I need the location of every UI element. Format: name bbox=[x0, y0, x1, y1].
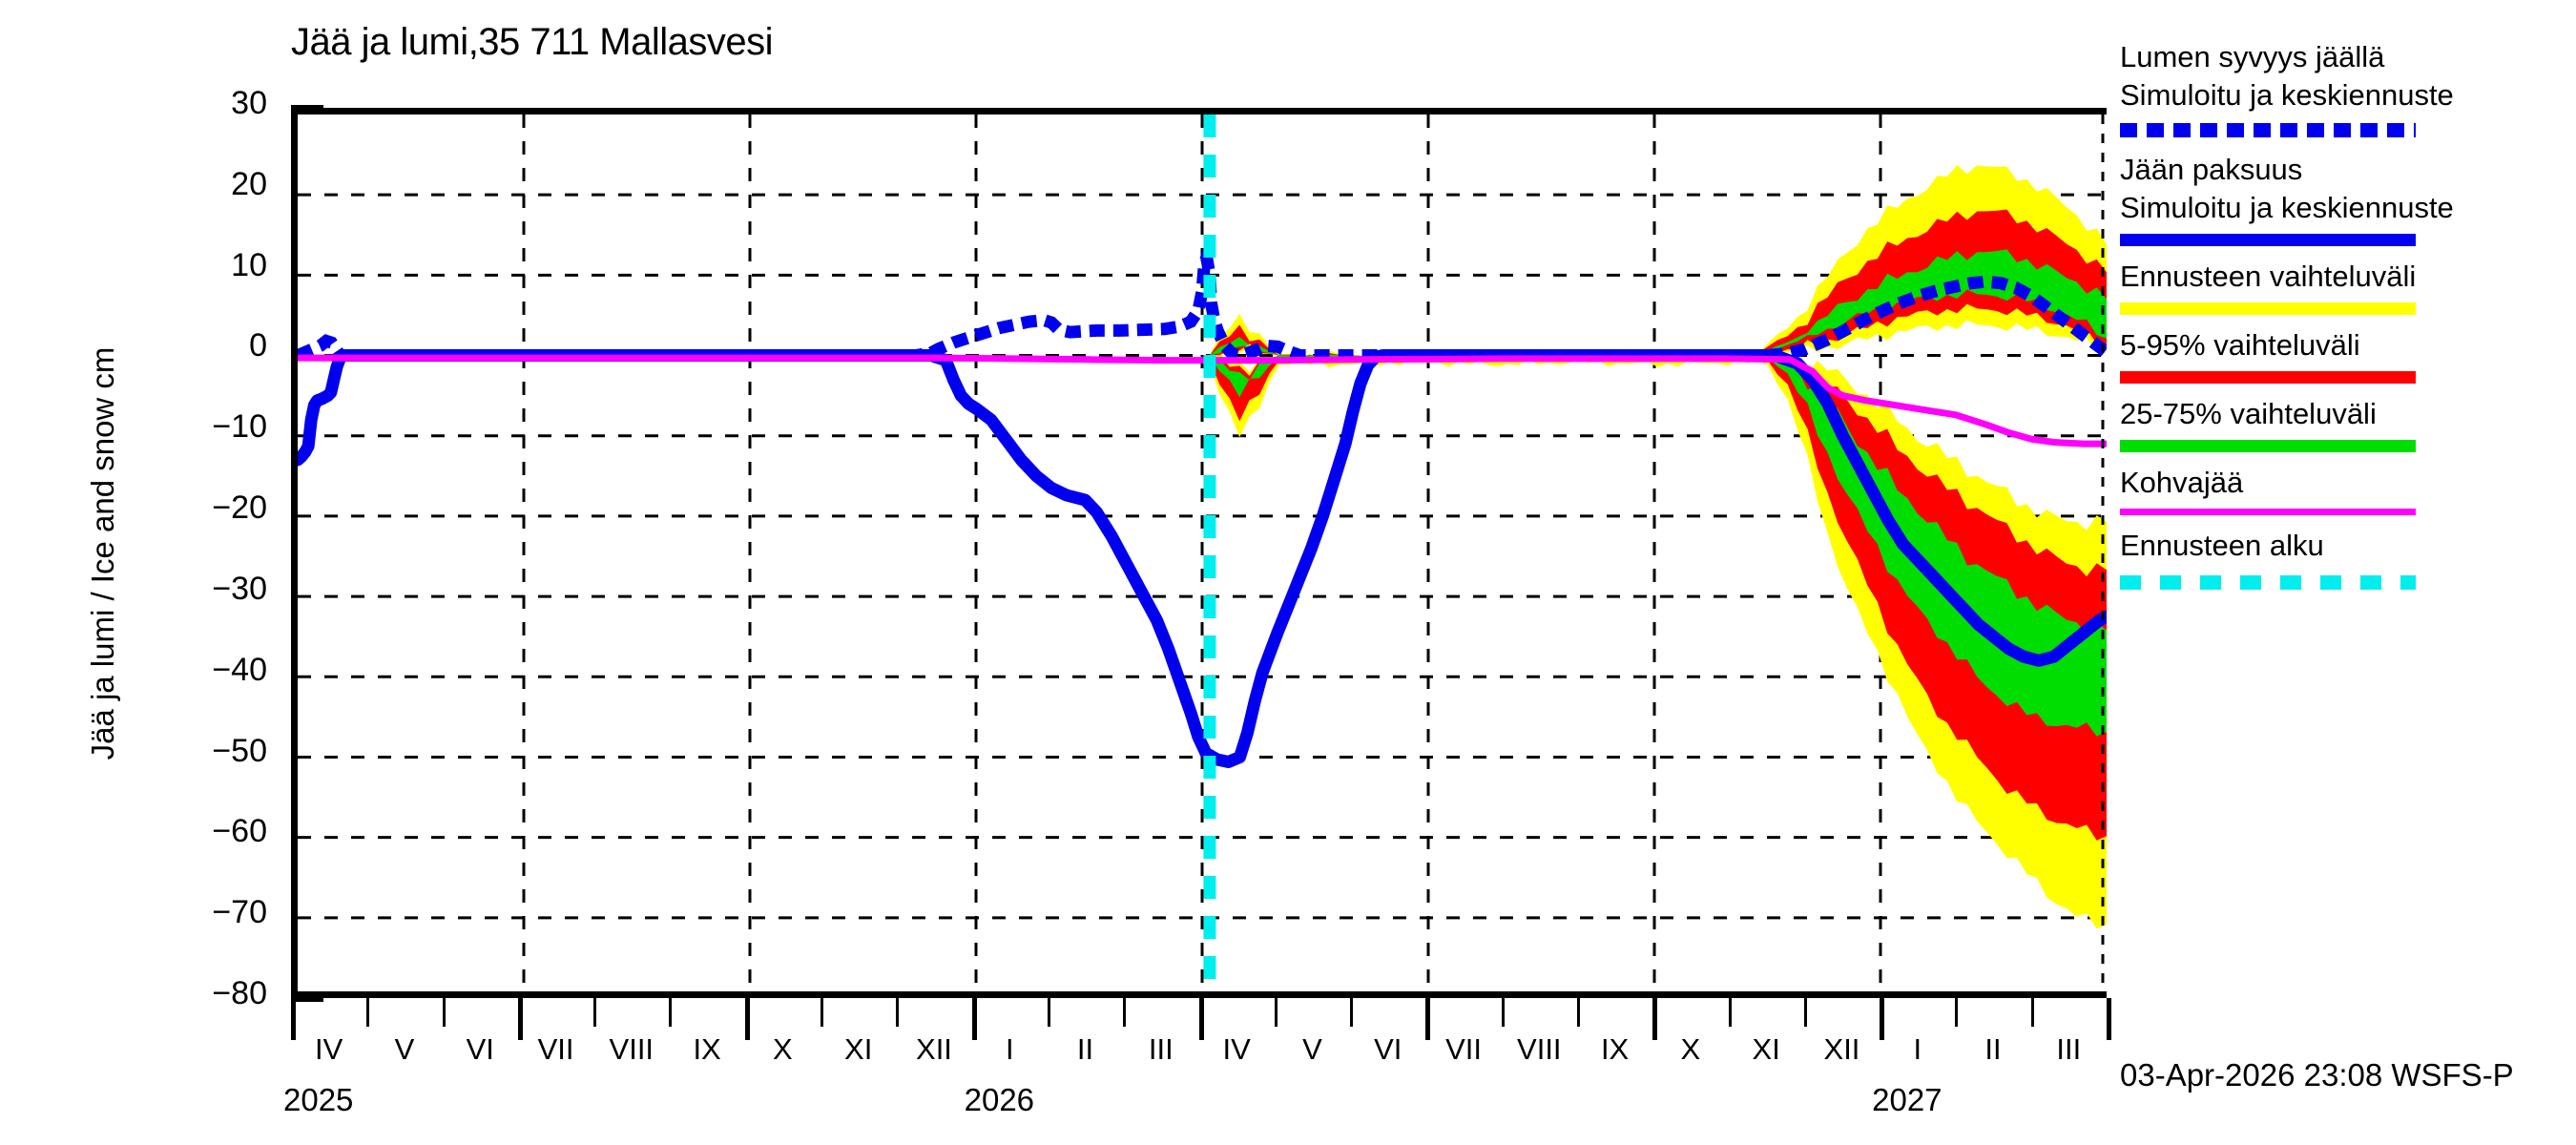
x-axis-month-label: II bbox=[1984, 1032, 2002, 1066]
x-axis-year-label: 2025 bbox=[283, 1082, 354, 1117]
legend-item: Ennusteen alku bbox=[2120, 527, 2568, 590]
x-axis-tick-mark bbox=[1425, 998, 1431, 1040]
x-axis-month-label: I bbox=[1005, 1032, 1014, 1066]
legend-item-swatch bbox=[2120, 371, 2416, 384]
legend-item: Lumen syvyys jäällä Simuloitu ja keskienn… bbox=[2120, 38, 2568, 137]
x-axis-tick-mark bbox=[517, 998, 523, 1040]
x-axis-tick-mark bbox=[1652, 998, 1658, 1040]
y-axis-tick: 20 bbox=[231, 165, 267, 202]
x-axis-year-label: 2026 bbox=[964, 1082, 1035, 1117]
x-axis-tick-mark bbox=[2030, 998, 2034, 1027]
legend-item: 5-95% vaihteluväli bbox=[2120, 326, 2568, 384]
y-axis-tick: 10 bbox=[231, 246, 267, 283]
x-axis-month-label: III bbox=[2056, 1032, 2082, 1066]
x-axis-month-label: IX bbox=[1600, 1032, 1630, 1066]
x-axis-month-label: VI bbox=[1374, 1032, 1402, 1066]
legend-item: 25-75% vaihteluväli bbox=[2120, 395, 2568, 452]
legend-item-swatch bbox=[2120, 302, 2416, 315]
x-axis-month-label: VIII bbox=[1517, 1032, 1562, 1066]
y-axis-tick: −40 bbox=[212, 651, 267, 688]
legend-item-title: 5-95% vaihteluväli bbox=[2120, 328, 2360, 362]
legend-item: Jään paksuus Simuloitu ja keskiennuste bbox=[2120, 151, 2568, 246]
y-axis-tick: 30 bbox=[231, 85, 267, 121]
x-axis-tick-mark bbox=[1955, 998, 1959, 1027]
y-axis-tick: −30 bbox=[212, 570, 267, 607]
legend-item-subtitle: Simuloitu ja keskiennuste bbox=[2120, 191, 2454, 224]
legend-item-title: Jään paksuus bbox=[2120, 153, 2303, 186]
y-axis-tick: −70 bbox=[212, 894, 267, 931]
x-axis-tick-mark bbox=[896, 998, 900, 1027]
legend-item-title: 25-75% vaihteluväli bbox=[2120, 397, 2377, 430]
y-axis-label: Jää ja lumi / Ice and snow cm bbox=[85, 346, 120, 760]
x-axis-tick-mark bbox=[971, 998, 977, 1040]
footer-timestamp: 03-Apr-2026 23:08 WSFS-P bbox=[2120, 1057, 2514, 1093]
y-axis-tick: −50 bbox=[212, 732, 267, 769]
y-axis-tick: −20 bbox=[212, 489, 267, 527]
x-axis-tick-mark bbox=[1880, 998, 1885, 1040]
legend-item-title: Kohvajää bbox=[2120, 466, 2244, 499]
y-axis-tick: −80 bbox=[212, 975, 267, 1011]
x-axis-month-label: V bbox=[1302, 1032, 1322, 1066]
x-axis-tick-mark bbox=[1198, 998, 1204, 1040]
kohvajaa-line bbox=[298, 354, 2107, 448]
y-axis-tick-mark bbox=[291, 995, 323, 1002]
legend-item-swatch bbox=[2120, 440, 2416, 452]
x-axis-tick-mark bbox=[821, 998, 824, 1027]
x-axis-month-label: VII bbox=[537, 1032, 574, 1066]
x-axis-month-label: X bbox=[1680, 1032, 1701, 1066]
legend-item-swatch bbox=[2120, 234, 2416, 246]
x-axis-tick-mark bbox=[1501, 998, 1505, 1027]
y-axis-tick: −10 bbox=[212, 408, 267, 446]
x-axis-month-label: IV bbox=[314, 1032, 343, 1066]
legend-item-title: Ennusteen vaihteluväli bbox=[2120, 260, 2417, 293]
x-axis-tick-mark bbox=[442, 998, 446, 1027]
legend-item-subtitle: Simuloitu ja keskiennuste bbox=[2120, 78, 2454, 112]
x-axis-month-label: XII bbox=[1823, 1032, 1860, 1066]
legend-item-swatch bbox=[2120, 575, 2416, 590]
legend-item-swatch bbox=[2120, 509, 2416, 515]
x-axis-month-label: II bbox=[1076, 1032, 1094, 1066]
y-axis-tick: −60 bbox=[212, 813, 267, 850]
plot-inner bbox=[298, 114, 2107, 991]
forecast-band bbox=[1209, 209, 2107, 356]
x-axis-month-label: VI bbox=[466, 1032, 494, 1066]
x-axis-month-label: IV bbox=[1222, 1032, 1251, 1066]
x-axis-tick-mark bbox=[1047, 998, 1050, 1027]
legend-item: Ennusteen vaihteluväli bbox=[2120, 258, 2568, 315]
x-axis-month-label: XII bbox=[916, 1032, 952, 1066]
x-axis-tick-mark bbox=[1350, 998, 1354, 1027]
plot-area bbox=[291, 108, 2107, 998]
x-axis-tick-mark bbox=[1728, 998, 1732, 1027]
x-axis-tick-mark bbox=[366, 998, 370, 1027]
forecast-band bbox=[1209, 354, 2107, 737]
x-axis-month-label: IX bbox=[693, 1032, 721, 1066]
x-axis-month-label: I bbox=[1913, 1032, 1922, 1066]
x-axis-month-label: III bbox=[1148, 1032, 1174, 1066]
legend-item-swatch bbox=[2120, 123, 2416, 137]
chart-legend: Lumen syvyys jäällä Simuloitu ja keskienn… bbox=[2120, 38, 2568, 597]
x-axis-tick-mark bbox=[744, 998, 750, 1040]
legend-item-title: Ennusteen alku bbox=[2120, 529, 2324, 562]
x-axis-tick-mark bbox=[291, 998, 296, 1040]
x-axis-tick-mark bbox=[669, 998, 673, 1027]
chart-svg bbox=[298, 114, 2107, 991]
x-axis-tick-mark bbox=[593, 998, 597, 1027]
x-axis-month-label: XI bbox=[844, 1032, 873, 1066]
x-axis-month-label: VII bbox=[1445, 1032, 1482, 1066]
x-axis-tick-mark bbox=[2107, 998, 2111, 1040]
x-axis-year-label: 2027 bbox=[1872, 1082, 1942, 1117]
y-axis-tick: 0 bbox=[249, 327, 267, 364]
x-axis-tick-mark bbox=[1123, 998, 1127, 1027]
x-axis-month-label: X bbox=[773, 1032, 793, 1066]
legend-item: Kohvajää bbox=[2120, 464, 2568, 515]
x-axis-tick-mark bbox=[1576, 998, 1580, 1027]
x-axis-month-label: VIII bbox=[609, 1032, 654, 1066]
x-axis-month-label: V bbox=[394, 1032, 415, 1066]
x-axis-tick-mark bbox=[1803, 998, 1807, 1027]
legend-item-title: Lumen syvyys jäällä bbox=[2120, 40, 2385, 73]
x-axis-tick-mark bbox=[1274, 998, 1278, 1027]
page-title: Jää ja lumi,35 711 Mallasvesi bbox=[291, 21, 774, 63]
x-axis-month-label: XI bbox=[1752, 1032, 1780, 1066]
